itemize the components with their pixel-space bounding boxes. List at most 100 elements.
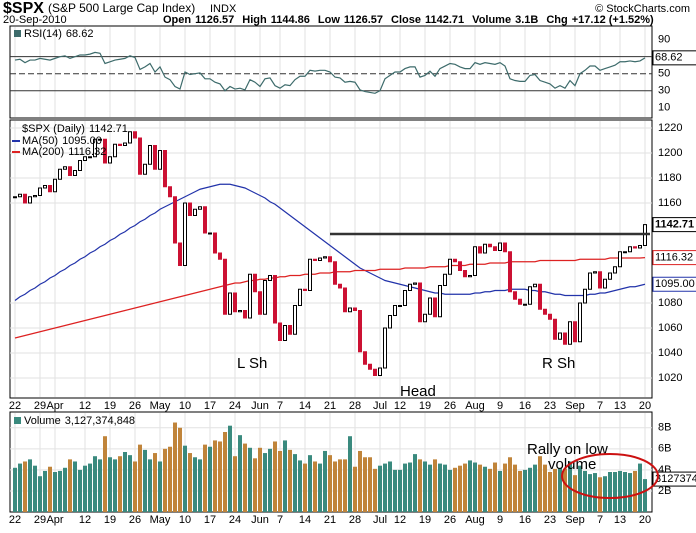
candle [603, 278, 607, 289]
x-tick-label: 12 [79, 400, 91, 412]
ma-tag: 1116.32 [655, 252, 693, 264]
candle [323, 256, 327, 259]
volume-bar [598, 477, 602, 512]
volume-bar [63, 467, 67, 512]
legend-name: MA(50) [22, 135, 58, 147]
x-tick-label: Aug [465, 400, 485, 412]
ma-tag: 1095.00 [655, 278, 695, 290]
volume-bar [118, 456, 122, 512]
volume-bar [78, 469, 82, 512]
x-tick-label: 29 [34, 400, 46, 412]
x-tick-label: 7 [277, 514, 283, 526]
candle [263, 280, 267, 315]
volume-bar [558, 467, 562, 512]
volume-bar [158, 461, 162, 512]
candle [568, 321, 572, 345]
volume-bar [393, 469, 397, 512]
source: © StockCharts.com [595, 3, 690, 15]
candle [413, 282, 417, 285]
x-tick-label: 23 [544, 514, 556, 526]
candle [443, 273, 447, 286]
volume-bar [553, 468, 557, 512]
y-tick-label: 10 [658, 102, 670, 114]
stat-label: Low [318, 14, 340, 26]
volume-bar [343, 459, 347, 512]
volume-bar [223, 432, 227, 512]
candle [473, 246, 477, 276]
volume-bar [523, 469, 527, 512]
candle [348, 307, 352, 313]
candle [253, 273, 257, 293]
x-tick-label: 17 [204, 514, 216, 526]
annotation: Rally on low [527, 441, 608, 458]
volume-bar [173, 422, 177, 512]
candle [168, 186, 172, 198]
y-tick-label: 1180 [658, 172, 682, 184]
volume-bar [283, 440, 287, 512]
x-tick-label: 20 [639, 400, 651, 412]
candle [268, 275, 272, 281]
candle [488, 243, 492, 248]
candle [38, 187, 42, 196]
candle [123, 142, 127, 146]
legend-value: 1142.71 [89, 123, 128, 135]
x-tick-label: 7 [597, 514, 603, 526]
volume-bar [248, 447, 252, 512]
candle [188, 202, 192, 216]
candle [163, 150, 167, 188]
volume-bar [168, 446, 172, 512]
x-tick-label: 26 [444, 514, 456, 526]
candle [173, 196, 177, 244]
volume-bar [333, 461, 337, 512]
x-tick-label: 12 [394, 514, 406, 526]
volume-bar [383, 463, 387, 512]
volume-tag-box [652, 471, 696, 487]
y-tick-label: 8B [658, 422, 671, 434]
candle [638, 245, 642, 249]
volume-bar [233, 456, 237, 512]
x-tick-label: 22 [9, 400, 21, 412]
volume-bar [208, 446, 212, 512]
volume-bar [618, 470, 622, 512]
candle [178, 242, 182, 266]
x-tick-label: 19 [419, 400, 431, 412]
volume-bar [418, 459, 422, 512]
volume-bar [218, 441, 222, 512]
candle [598, 271, 602, 289]
volume-bar [353, 466, 357, 512]
candle [553, 318, 557, 340]
volume-bar [123, 452, 127, 512]
legend-name: MA(200) [22, 146, 64, 158]
candle [503, 242, 507, 253]
volume-bar [273, 441, 277, 512]
candle [533, 283, 537, 288]
candle [408, 283, 412, 291]
x-tick-label: 13 [614, 400, 626, 412]
stat-label: Volume [472, 14, 511, 26]
candle [373, 368, 377, 376]
symbol: $SPX [3, 0, 44, 17]
candle [313, 258, 317, 261]
volume-bar [293, 454, 297, 512]
legend-name: $SPX (Daily) [22, 123, 85, 135]
y-tick-label: 2B [658, 485, 671, 497]
volume-bar [203, 444, 207, 512]
volume-bar [133, 461, 137, 512]
y-tick-label: 1080 [658, 297, 682, 309]
candle [463, 270, 467, 278]
x-tick-label: 21 [324, 400, 336, 412]
x-tick-label: Sep [565, 514, 585, 526]
volume-bar [13, 467, 17, 512]
candle [593, 271, 597, 274]
candle [388, 315, 392, 329]
x-tick-label: 19 [104, 514, 116, 526]
volume-bar [93, 456, 97, 512]
candle [628, 246, 632, 253]
volume-bar [263, 453, 267, 512]
candle [203, 206, 207, 234]
volume-bar [258, 447, 262, 512]
volume-bar [443, 464, 447, 512]
candle [453, 258, 457, 263]
stat-label: Chg [546, 14, 567, 26]
annotation: L Sh [237, 355, 267, 372]
